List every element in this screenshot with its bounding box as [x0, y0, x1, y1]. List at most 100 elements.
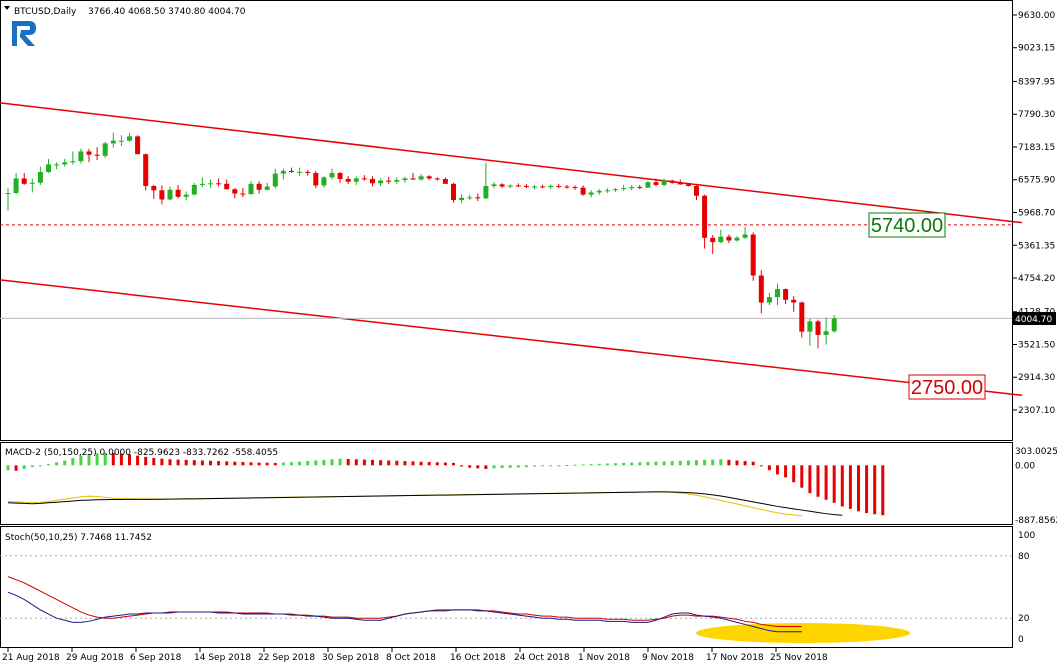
triangle-down-icon[interactable] — [4, 6, 10, 10]
macd-histogram-bar — [136, 455, 140, 466]
candle-body — [540, 186, 546, 188]
candle-body — [361, 178, 367, 180]
macd-histogram-bar — [6, 465, 10, 471]
macd-histogram-bar — [743, 461, 747, 466]
macd-histogram-bar — [840, 465, 844, 507]
symbol-label: BTCUSD,Daily — [14, 7, 77, 17]
candle-body — [232, 189, 238, 194]
stoch-axis-label: 80 — [1018, 552, 1030, 562]
candle-body — [775, 289, 780, 298]
macd-histogram-bar — [290, 462, 293, 466]
candle-body — [556, 185, 562, 187]
macd-histogram-bar — [306, 461, 310, 466]
candle-body — [669, 180, 675, 183]
price-axis-label: 4754.20 — [1018, 274, 1055, 284]
macd-histogram-bar — [419, 461, 423, 466]
candle-body — [378, 180, 384, 184]
macd-histogram-bar — [500, 465, 504, 469]
candle-body — [791, 299, 797, 303]
macd-histogram-bar — [79, 455, 83, 466]
candle-body — [297, 171, 303, 173]
macd-histogram-bar — [605, 463, 609, 466]
macd-histogram-bar — [144, 456, 148, 466]
candle-body — [475, 197, 481, 199]
macd-histogram-bar — [541, 465, 545, 467]
candle-body — [191, 184, 197, 195]
macd-histogram-bar — [751, 461, 755, 466]
macd-histogram-bar — [119, 453, 123, 466]
macd-histogram-bar — [371, 459, 374, 466]
channel-upper-line — [0, 102, 1022, 224]
date-axis-label: 24 Oct 2018 — [514, 653, 570, 663]
candle-body — [256, 183, 262, 190]
candle-body — [289, 170, 294, 172]
candle-body — [580, 187, 586, 195]
current-price-label: 4004.70 — [1015, 315, 1052, 325]
candle-body — [523, 185, 529, 188]
macd-histogram-bar — [508, 465, 512, 468]
macd-histogram-bar — [217, 461, 221, 466]
macd-histogram-bar — [857, 465, 860, 512]
candle-body — [224, 183, 230, 190]
price-axis-label: 8397.95 — [1018, 77, 1055, 87]
candle-body — [596, 190, 602, 193]
price-axis-label: 9630.00 — [1018, 11, 1055, 21]
macd-panel[interactable] — [0, 442, 1013, 525]
candle-body — [175, 189, 181, 197]
target-upper-box: 5740.00 — [868, 212, 946, 238]
candle-body — [183, 194, 189, 197]
candle-body — [386, 180, 392, 182]
candle-body — [758, 275, 764, 303]
candle-body — [272, 173, 278, 187]
macd-histogram-bar — [516, 465, 520, 468]
candle-body — [345, 178, 351, 182]
macd-histogram-bar — [767, 465, 771, 471]
macd-histogram-bar — [443, 462, 447, 466]
candle-body — [451, 183, 456, 201]
macd-histogram-bar — [549, 465, 553, 467]
candle-body — [434, 178, 440, 180]
candle-body — [29, 182, 35, 184]
candle-body — [37, 171, 43, 183]
macd-histogram-bar — [338, 458, 342, 466]
macd-histogram-bar — [354, 459, 358, 466]
macd-histogram-bar — [727, 459, 731, 466]
price-axis-label: 6575.90 — [1018, 176, 1055, 186]
macd-histogram-bar — [322, 459, 326, 466]
candle-body — [110, 140, 116, 144]
macd-title: MACD-2 (50,150,25) 0.0000 -825.9623 -833… — [5, 448, 278, 458]
candle-body — [726, 236, 732, 241]
current-price-marker: 4004.70 — [1013, 312, 1056, 325]
candle-body — [248, 183, 254, 195]
macd-axis-top: 303.0025 — [1015, 447, 1057, 457]
date-axis-label: 1 Nov 2018 — [578, 653, 630, 663]
macd-histogram-bar — [225, 461, 229, 466]
stoch-axis-label: 0 — [1018, 635, 1024, 645]
macd-series — [6, 452, 885, 517]
candle-body — [313, 173, 319, 186]
date-axis-label: 8 Oct 2018 — [386, 653, 436, 663]
macd-histogram-bar — [662, 461, 666, 466]
candle-body — [418, 176, 424, 180]
candle-body — [815, 321, 821, 335]
macd-histogram-bar — [233, 461, 237, 466]
channel-lower-line — [0, 279, 1022, 397]
macd-histogram-bar — [670, 461, 674, 466]
candle-body — [102, 143, 108, 156]
macd-histogram-bar — [524, 465, 528, 468]
channel-lines — [0, 102, 1022, 397]
macd-histogram-bar — [800, 465, 804, 488]
macd-main-line — [7, 491, 843, 516]
macd-histogram-bar — [63, 460, 67, 466]
macd-histogram-bar — [184, 459, 188, 466]
candle-body — [742, 234, 748, 238]
candle-body — [167, 189, 173, 200]
main-price-panel[interactable] — [0, 0, 1013, 441]
date-axis-label: 21 Aug 2018 — [2, 653, 60, 663]
price-axis-label: 7183.15 — [1018, 143, 1055, 153]
candle-body — [653, 182, 659, 185]
macd-histogram-bar — [630, 462, 634, 466]
macd-histogram-bar — [735, 460, 739, 466]
price-axis-label: 5968.70 — [1018, 208, 1055, 218]
